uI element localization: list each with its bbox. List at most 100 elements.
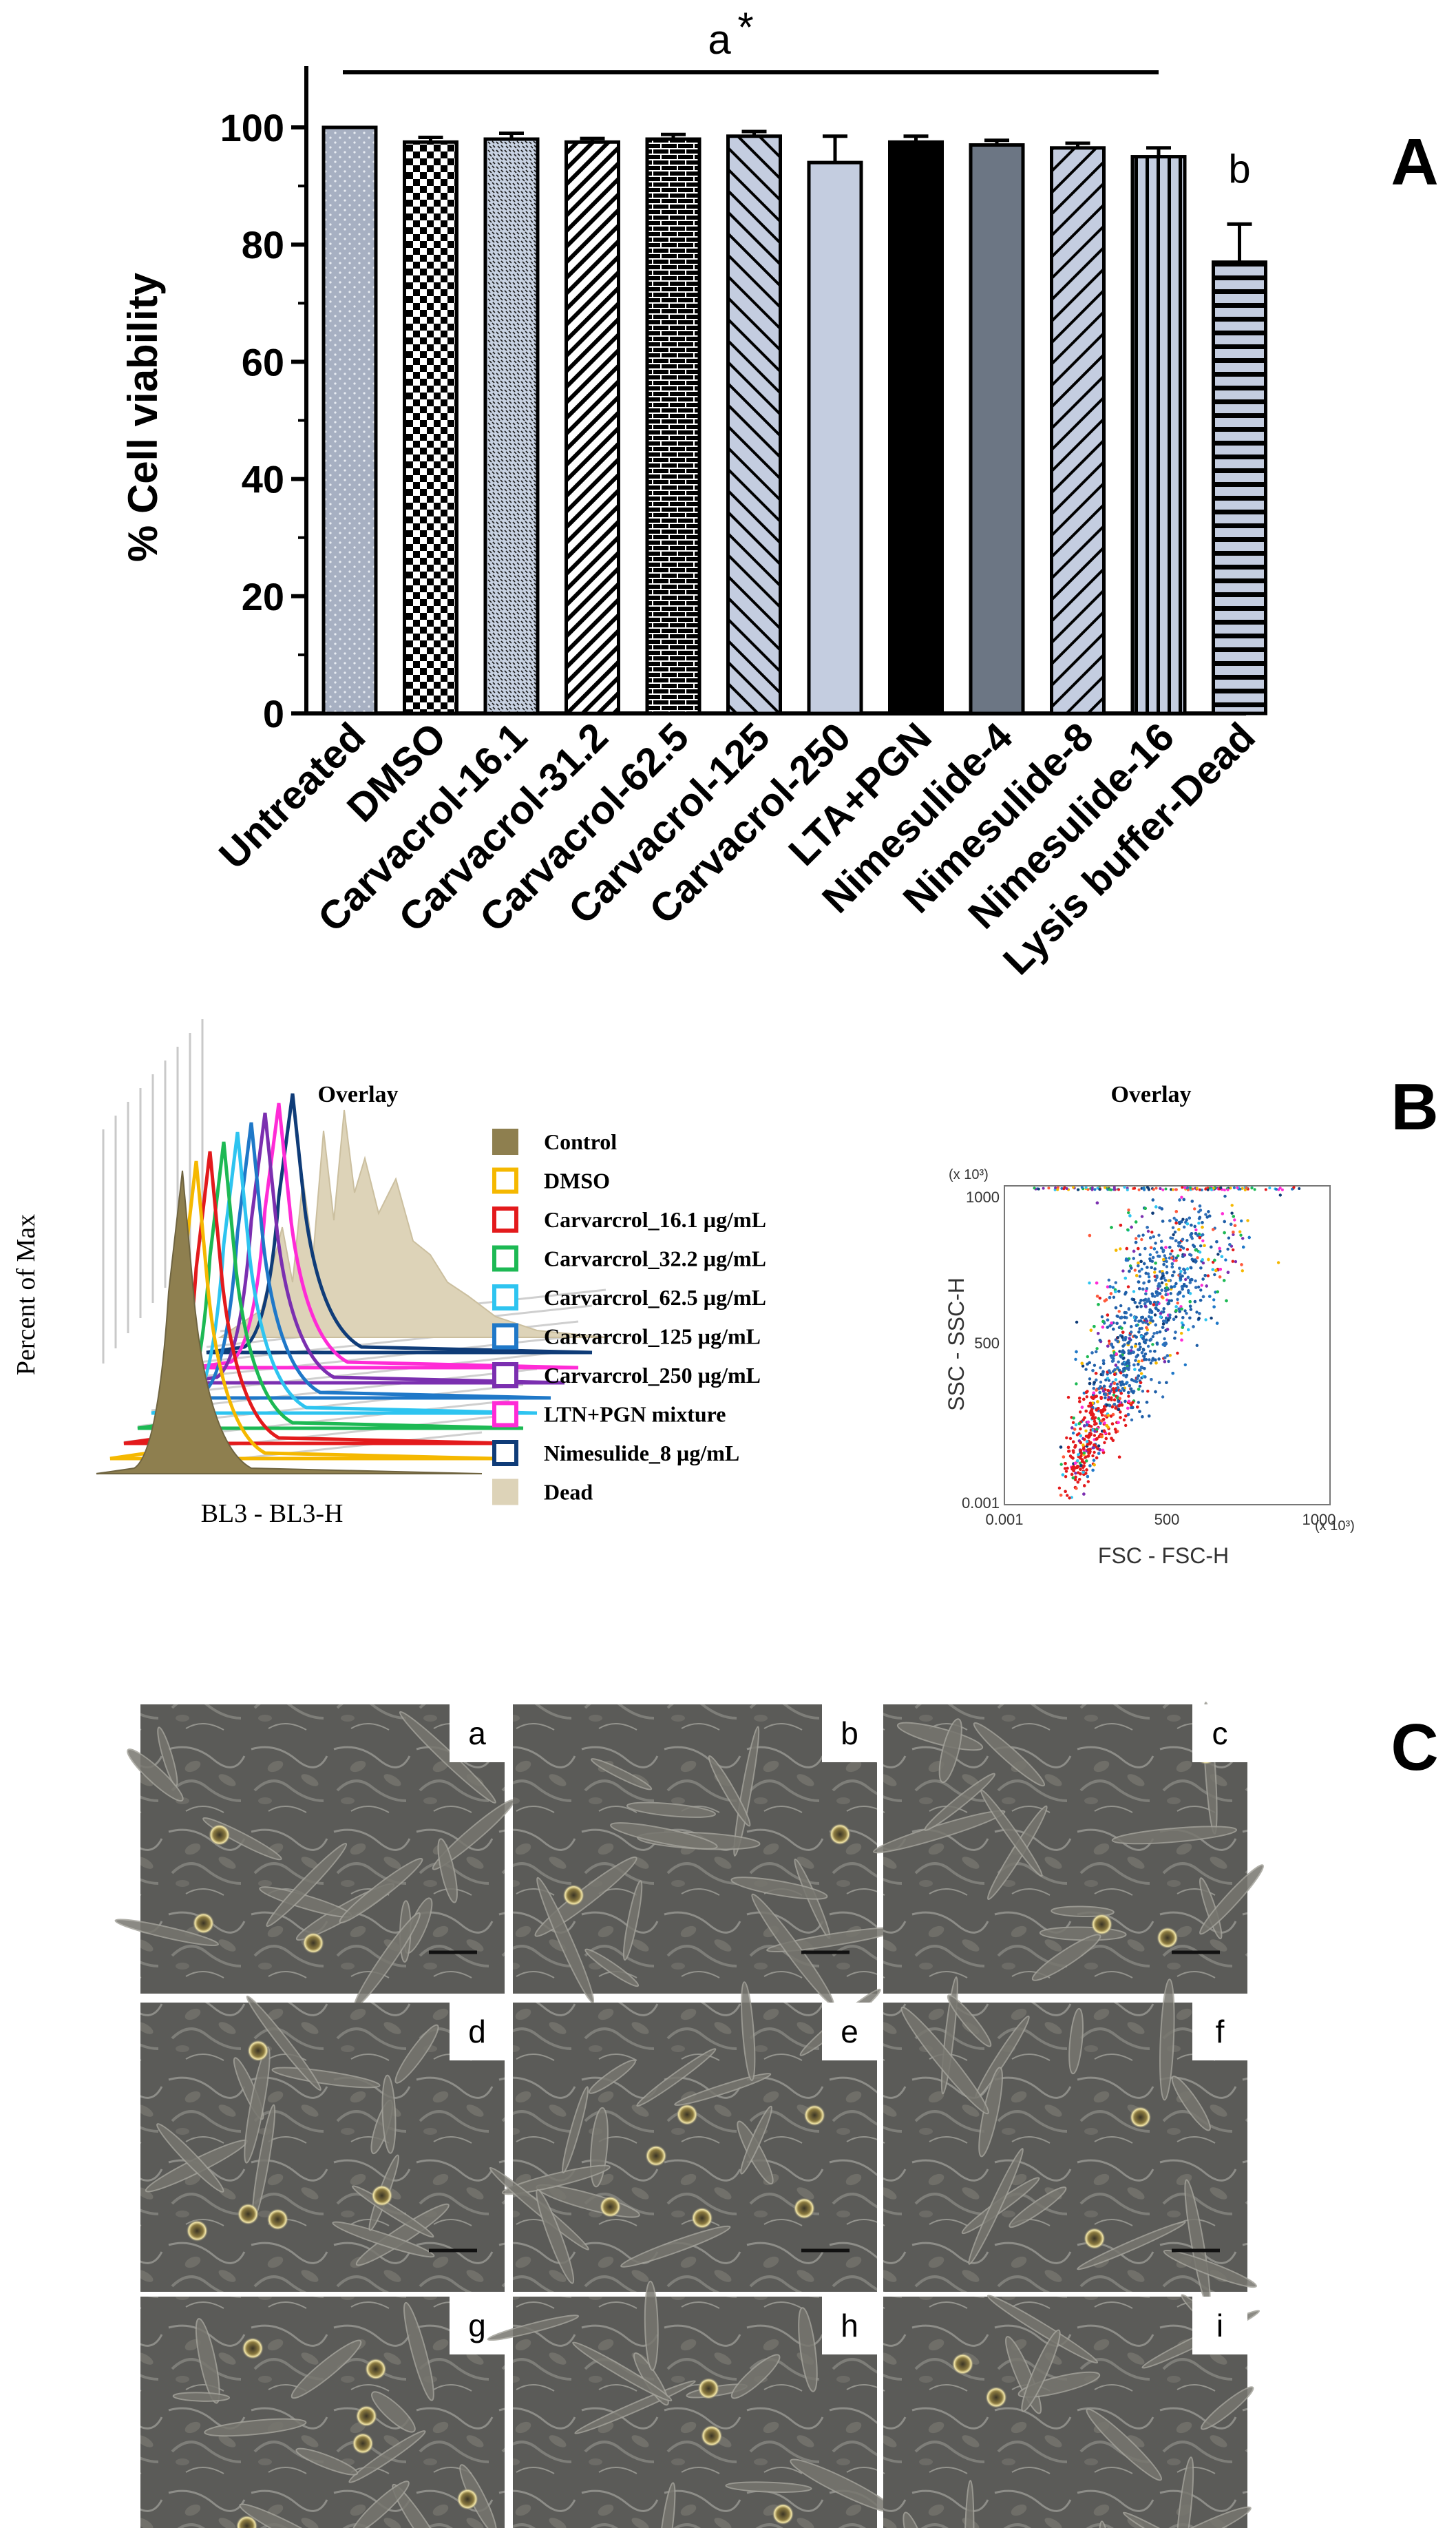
- scatter-point: [1119, 1383, 1123, 1387]
- scatter-point: [1076, 1188, 1079, 1191]
- scatter-point: [1084, 1455, 1088, 1459]
- scatter-point: [1117, 1455, 1121, 1459]
- scatter-point: [1139, 1372, 1143, 1375]
- scatter-point: [1239, 1233, 1243, 1237]
- scatter-point: [1139, 1305, 1143, 1308]
- scatter-point: [1178, 1310, 1181, 1313]
- scatter-point: [1114, 1290, 1117, 1294]
- scatter-point: [1079, 1472, 1082, 1476]
- scatter-point: [1077, 1422, 1082, 1425]
- scatter-point: [1122, 1373, 1126, 1377]
- scatter-point: [1228, 1243, 1232, 1246]
- scatter-point: [1160, 1288, 1163, 1292]
- scatter-point: [1150, 1378, 1153, 1381]
- scatter-point: [1184, 1277, 1188, 1282]
- scatter-point: [1151, 1255, 1155, 1260]
- cell-body: [204, 2418, 307, 2437]
- scatter-point: [1174, 1218, 1179, 1222]
- scatter-point: [1232, 1248, 1235, 1252]
- scatter-point: [1076, 1481, 1080, 1484]
- scatter-point: [1123, 1276, 1128, 1280]
- cell-body: [1086, 2408, 1163, 2481]
- scatter-point: [1090, 1417, 1095, 1420]
- scatter-point: [1133, 1187, 1137, 1190]
- scatter-point: [1220, 1255, 1224, 1258]
- scatter-point: [1198, 1312, 1201, 1315]
- micrograph-label-box: [1192, 1704, 1247, 1762]
- scatter-point: [1116, 1336, 1120, 1339]
- scatter-point: [1141, 1233, 1145, 1237]
- legend-label: Carvarcrol_62.5 µg/mL: [544, 1285, 766, 1310]
- scatter-point: [1127, 1349, 1130, 1352]
- scatter-point: [1061, 1473, 1065, 1476]
- scatter-point: [1093, 1419, 1097, 1423]
- scatter-point: [1231, 1260, 1235, 1263]
- scatter-point: [1183, 1309, 1187, 1313]
- scatter-point: [1194, 1249, 1198, 1252]
- scatter-point: [1174, 1210, 1179, 1213]
- scatter-point: [1192, 1325, 1195, 1328]
- rounded-cell: [599, 2195, 622, 2218]
- scatter-point: [1059, 1463, 1063, 1466]
- scatter-point: [1140, 1237, 1143, 1242]
- scatter-point: [1123, 1310, 1127, 1315]
- scatter-point: [1088, 1281, 1091, 1285]
- scatter-point: [1123, 1321, 1126, 1325]
- scatter-point: [1067, 1450, 1070, 1453]
- micrograph-image: [513, 2297, 877, 2528]
- scatter-point: [1198, 1188, 1201, 1191]
- scatter-point: [1140, 1267, 1143, 1271]
- scatter-point: [1106, 1389, 1110, 1392]
- scatter-point: [1194, 1286, 1198, 1289]
- panel-label-c: C: [1391, 1711, 1438, 1784]
- scatter-point: [1084, 1429, 1088, 1432]
- legend-entry: LTN+PGN mixture: [492, 1401, 726, 1428]
- cell-body: [536, 1877, 595, 2003]
- scatter-point: [1093, 1434, 1097, 1437]
- cell-body: [127, 1748, 184, 1802]
- cell-body: [437, 1838, 458, 1903]
- scatter-point: [1097, 1332, 1100, 1335]
- scatter-point: [1148, 1350, 1152, 1353]
- scatter-point: [1115, 1322, 1119, 1325]
- scatter-point: [1095, 1428, 1099, 1431]
- scatter-point: [1085, 1423, 1089, 1427]
- scatter-point: [1185, 1222, 1190, 1226]
- scatter-point: [1125, 1381, 1129, 1384]
- scatter-point: [1125, 1246, 1129, 1251]
- scatter-point: [1096, 1447, 1099, 1450]
- scatter-point: [1120, 1326, 1123, 1330]
- scatter-point: [1075, 1382, 1078, 1386]
- rounded-cell: [985, 2386, 1008, 2409]
- scatter-point: [1140, 1351, 1144, 1355]
- cell-body: [501, 2164, 611, 2195]
- scatter-point: [1177, 1307, 1181, 1310]
- scatter-point: [1164, 1246, 1168, 1249]
- rounded-cell: [676, 2103, 699, 2126]
- cell-body: [291, 2339, 362, 2399]
- scatter-point: [1103, 1405, 1106, 1408]
- scatter-point: [1135, 1305, 1139, 1308]
- scatter-point: [1148, 1414, 1151, 1418]
- scatter-point: [1127, 1211, 1130, 1215]
- scatter-point: [1137, 1374, 1141, 1378]
- scatter-point: [1173, 1337, 1177, 1340]
- scatter-point: [1179, 1275, 1183, 1279]
- scatter-point: [1223, 1220, 1226, 1224]
- scatter-point: [1230, 1211, 1234, 1215]
- scatter-point: [1152, 1303, 1156, 1306]
- scatter-point: [1121, 1349, 1125, 1352]
- scatter-point: [1107, 1379, 1111, 1382]
- scatter-point: [1117, 1421, 1120, 1424]
- scatter-point: [1181, 1324, 1185, 1327]
- scatter-point: [1278, 1193, 1283, 1197]
- scatter-point: [1126, 1285, 1130, 1288]
- scatter-point: [1159, 1315, 1163, 1319]
- scatter-point: [1226, 1247, 1230, 1251]
- scatter-point: [1130, 1325, 1133, 1328]
- scatter-point: [1241, 1269, 1245, 1273]
- cell-body: [381, 2074, 397, 2154]
- scatter-point: [1137, 1388, 1141, 1391]
- scatter-point: [1083, 1437, 1086, 1441]
